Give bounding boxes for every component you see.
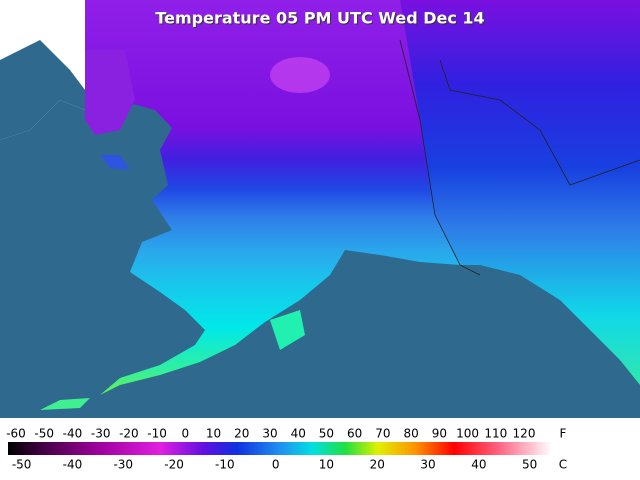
fahrenheit-tick-label: -60 [6, 427, 26, 441]
island [100, 155, 130, 170]
celsius-unit: C [559, 458, 567, 472]
cold-spot [270, 57, 330, 93]
alaska-field [85, 0, 460, 395]
celsius-tick-label: 0 [272, 458, 280, 472]
fahrenheit-tick-label: 70 [375, 427, 390, 441]
fahrenheit-tick-label: -50 [34, 427, 54, 441]
color-scale [8, 442, 552, 455]
celsius-tick-label: -40 [63, 458, 83, 472]
fahrenheit-tick-label: 110 [484, 427, 507, 441]
fahrenheit-unit: F [560, 427, 567, 441]
fahrenheit-tick-label: 60 [347, 427, 362, 441]
fahrenheit-tick-label: -30 [91, 427, 111, 441]
celsius-tick-label: 40 [471, 458, 486, 472]
fahrenheit-tick-label: 20 [234, 427, 249, 441]
fahrenheit-tick-label: 30 [262, 427, 277, 441]
celsius-tick-label: -30 [113, 458, 133, 472]
kodiak-island [270, 310, 305, 350]
celsius-tick-label: -10 [215, 458, 235, 472]
celsius-tick-label: -50 [12, 458, 32, 472]
siberia [0, 40, 85, 140]
fahrenheit-tick-label: -10 [147, 427, 167, 441]
chukotka [85, 50, 135, 135]
fahrenheit-tick-label: -20 [119, 427, 139, 441]
border-line [439, 59, 640, 186]
fahrenheit-tick-label: 0 [182, 427, 190, 441]
celsius-tick-label: 30 [420, 458, 435, 472]
celsius-tick-label: -20 [164, 458, 184, 472]
fahrenheit-tick-label: 50 [319, 427, 334, 441]
fahrenheit-tick-label: 40 [291, 427, 306, 441]
fahrenheit-tick-label: -40 [63, 427, 83, 441]
canada-field [400, 0, 640, 385]
celsius-tick-label: 50 [522, 458, 537, 472]
title-shadow: Temperature 05 PM UTC Wed Dec 14 [156, 10, 485, 29]
celsius-tick-label: 20 [370, 458, 385, 472]
title: Temperature 05 PM UTC Wed Dec 14 [155, 9, 484, 28]
fahrenheit-tick-label: 80 [403, 427, 418, 441]
celsius-tick-label: 10 [319, 458, 334, 472]
fahrenheit-tick-label: 90 [432, 427, 447, 441]
border-line [399, 39, 481, 276]
fahrenheit-tick-label: 10 [206, 427, 221, 441]
fahrenheit-tick-label: 100 [456, 427, 479, 441]
aleutian-islands [40, 398, 90, 410]
fahrenheit-tick-label: 120 [513, 427, 536, 441]
